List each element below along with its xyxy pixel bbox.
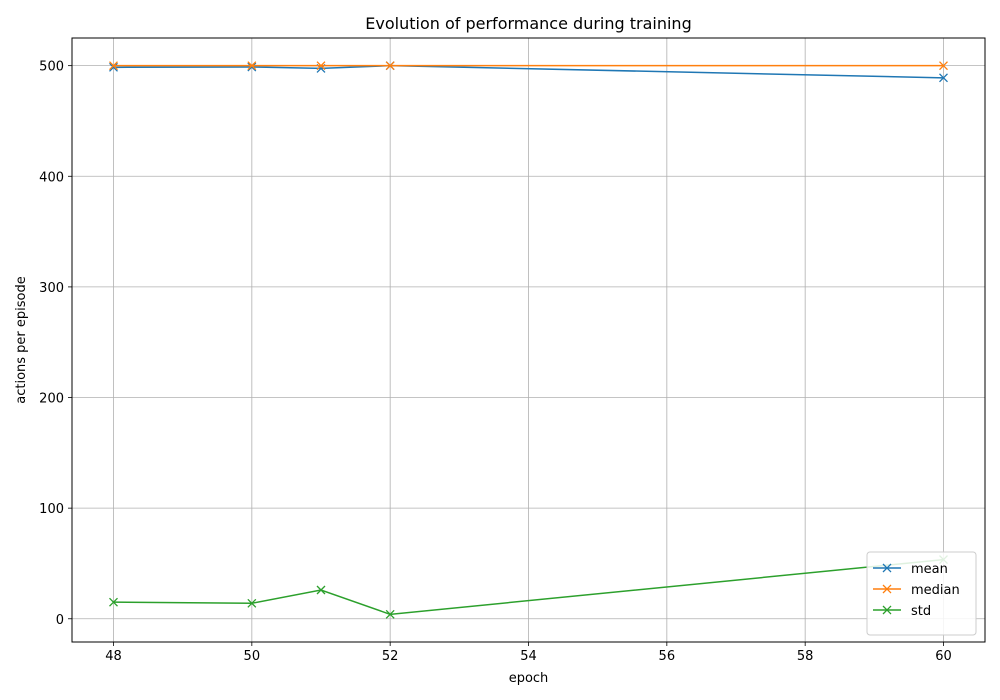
data-point-median [385,61,395,71]
marker-stroke [109,61,118,71]
data-point-mean [109,62,118,72]
marker-stroke [385,61,395,71]
marker-stroke [316,585,326,595]
y-tick-label: 200 [39,392,64,407]
x-tick-label: 56 [659,649,676,664]
marker-stroke [247,62,257,72]
legend-item-mean: mean [873,562,948,577]
legend-label: std [911,604,931,619]
legend-item-median: median [873,583,960,598]
y-tick-label: 500 [39,60,64,75]
marker-stroke [109,62,118,72]
x-axis-label: epoch [509,671,549,686]
y-tick-label: 100 [39,502,64,517]
marker-stroke [939,61,948,71]
marker-stroke [882,563,892,573]
marker-stroke [939,73,948,83]
y-tick-label: 400 [39,170,64,185]
legend-item-std: std [873,604,931,619]
x-tick-label: 60 [935,649,952,664]
data-point-std [247,598,257,608]
data-point-mean [247,62,257,72]
y-tick-label: 0 [56,613,64,628]
x-tick-label: 54 [520,649,537,664]
marker-stroke [247,61,257,71]
data-point-mean [939,73,948,83]
data-point-std [109,597,118,607]
data-point-std [316,585,326,595]
x-tick-label: 48 [105,649,122,664]
legend-label: mean [911,562,948,577]
marker-stroke [882,605,892,615]
x-tick-label: 50 [244,649,261,664]
legend-marker [882,563,892,573]
marker-stroke [316,61,326,71]
legend-marker [882,584,892,594]
legend: mean median std [866,551,977,636]
data-point-median [109,61,118,71]
x-tick-label: 52 [382,649,399,664]
axis-ticks: 48 50 52 54 56 58 60 0 100 200 300 400 500 [39,60,952,664]
marker-stroke [247,598,257,608]
y-axis-label: actions per episode [14,276,29,404]
legend-marker [882,605,892,615]
legend-box [866,551,977,636]
marker-stroke [882,584,892,594]
data-point-median [316,61,326,71]
marker-stroke [109,597,118,607]
marker-stroke [385,609,395,619]
data-point-median [247,61,257,71]
x-tick-label: 58 [797,649,814,664]
legend-label: median [911,583,960,598]
chart-title: Evolution of performance during training [365,14,691,33]
series-layer [109,61,948,619]
data-point-median [939,61,948,71]
data-point-std [385,609,395,619]
y-tick-label: 300 [39,281,64,296]
